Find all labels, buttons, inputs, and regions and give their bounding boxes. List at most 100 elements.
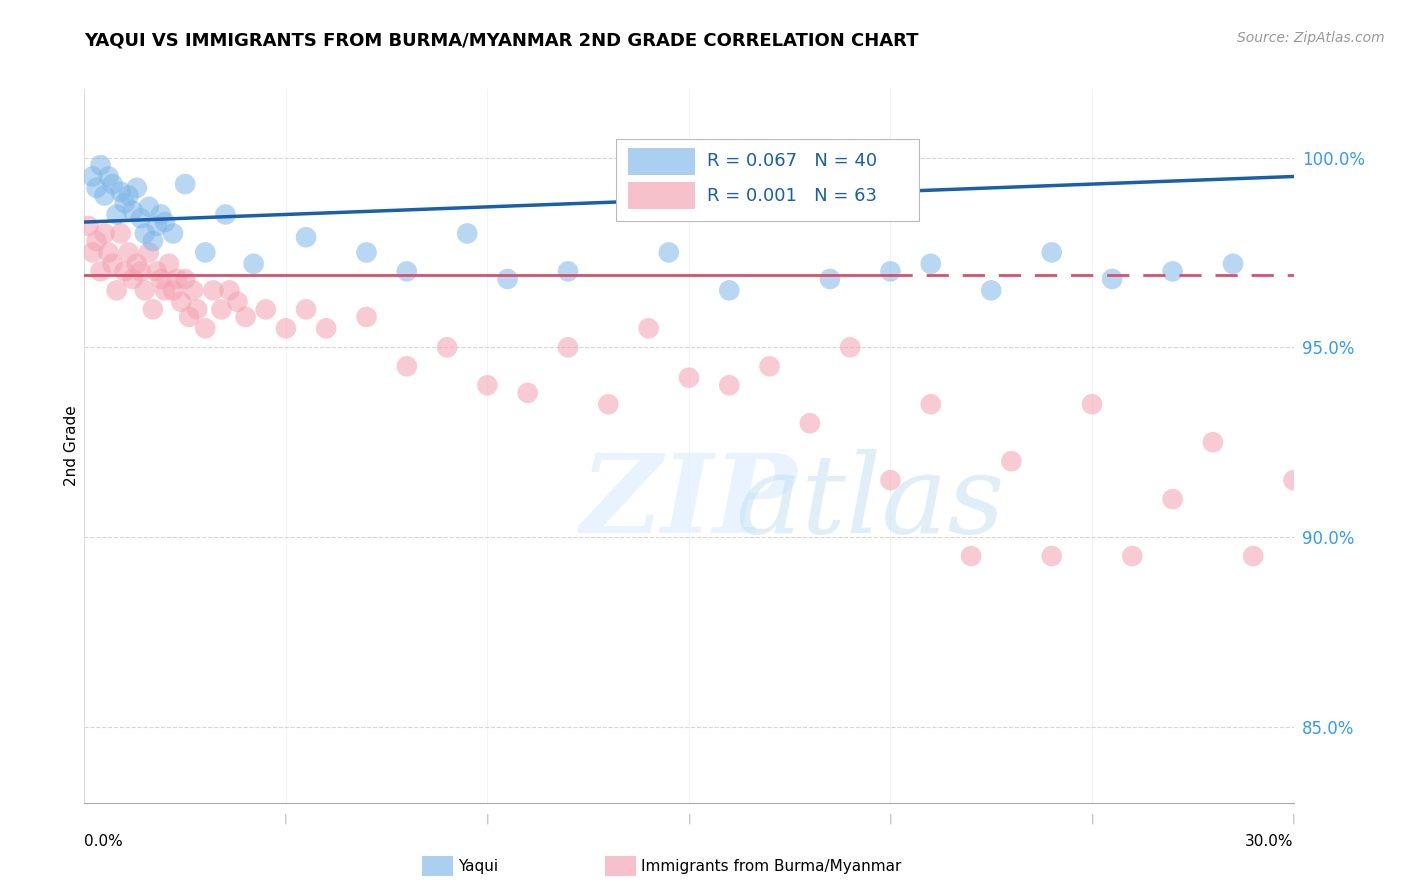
Point: [1040, 245, 1063, 260]
Point: [496, 272, 519, 286]
Text: Yaqui: Yaqui: [458, 859, 499, 873]
Point: [129, 211, 152, 226]
Text: 0.0%: 0.0%: [84, 834, 124, 849]
Point: [1121, 549, 1143, 563]
Point: [194, 245, 217, 260]
Point: [134, 284, 156, 298]
Point: [658, 245, 681, 260]
Point: [162, 227, 184, 241]
Point: [110, 227, 132, 241]
Point: [718, 284, 741, 298]
Point: [839, 340, 862, 354]
Point: [146, 219, 169, 233]
Point: [516, 385, 538, 400]
Point: [598, 397, 620, 411]
Point: [356, 310, 378, 324]
Point: [879, 473, 901, 487]
Point: [142, 234, 165, 248]
Point: [170, 294, 193, 309]
Point: [818, 272, 841, 286]
Point: [138, 245, 160, 260]
Point: [218, 284, 240, 298]
Point: [129, 264, 152, 278]
Point: [194, 321, 217, 335]
Text: R = 0.001   N = 63: R = 0.001 N = 63: [707, 186, 877, 204]
Text: YAQUI VS IMMIGRANTS FROM BURMA/MYANMAR 2ND GRADE CORRELATION CHART: YAQUI VS IMMIGRANTS FROM BURMA/MYANMAR 2…: [84, 31, 920, 49]
Point: [254, 302, 277, 317]
Point: [149, 272, 172, 286]
Point: [1241, 549, 1264, 563]
Point: [82, 245, 104, 260]
Text: R = 0.067   N = 40: R = 0.067 N = 40: [707, 153, 877, 170]
Point: [295, 302, 318, 317]
Point: [105, 207, 128, 221]
Point: [1282, 473, 1305, 487]
Point: [179, 310, 201, 324]
Y-axis label: 2nd Grade: 2nd Grade: [63, 406, 79, 486]
Point: [82, 169, 104, 184]
Point: [456, 227, 478, 241]
Point: [980, 284, 1002, 298]
Point: [89, 264, 111, 278]
Point: [105, 284, 128, 298]
Point: [118, 188, 141, 202]
Point: [637, 321, 659, 335]
Point: [1222, 257, 1244, 271]
Point: [101, 257, 124, 271]
Point: [97, 245, 120, 260]
Point: [226, 294, 249, 309]
Point: [153, 215, 176, 229]
Point: [1081, 397, 1104, 411]
Point: [209, 302, 232, 317]
Point: [153, 284, 176, 298]
Point: [960, 549, 983, 563]
Point: [1161, 264, 1184, 278]
Point: [718, 378, 741, 392]
Point: [436, 340, 458, 354]
Point: [1161, 492, 1184, 507]
Text: |: |: [889, 814, 893, 824]
Point: [86, 234, 108, 248]
Point: [125, 257, 148, 271]
Point: [235, 310, 257, 324]
Point: [920, 257, 942, 271]
Point: [242, 257, 264, 271]
Text: |: |: [1292, 814, 1295, 824]
Point: [93, 188, 115, 202]
Point: [1202, 435, 1225, 450]
Text: |: |: [485, 814, 489, 824]
FancyBboxPatch shape: [628, 148, 695, 175]
Point: [142, 302, 165, 317]
Point: [214, 207, 236, 221]
Text: Immigrants from Burma/Myanmar: Immigrants from Burma/Myanmar: [641, 859, 901, 873]
Point: [114, 264, 136, 278]
Point: [114, 196, 136, 211]
Point: [315, 321, 337, 335]
Point: [395, 264, 418, 278]
Text: |: |: [1090, 814, 1094, 824]
FancyBboxPatch shape: [616, 139, 918, 221]
FancyBboxPatch shape: [628, 182, 695, 209]
Point: [557, 264, 579, 278]
Point: [678, 370, 700, 384]
Point: [118, 245, 141, 260]
Point: [162, 284, 184, 298]
Point: [146, 264, 169, 278]
Point: [477, 378, 499, 392]
Text: |: |: [688, 814, 690, 824]
Point: [138, 200, 160, 214]
Point: [557, 340, 579, 354]
Text: atlas: atlas: [735, 450, 1005, 557]
Point: [395, 359, 418, 374]
Point: [134, 227, 156, 241]
Point: [879, 264, 901, 278]
Point: [174, 272, 197, 286]
Point: [93, 227, 115, 241]
Point: [1101, 272, 1123, 286]
Point: [125, 181, 148, 195]
Point: [121, 272, 143, 286]
Point: [274, 321, 297, 335]
Text: |: |: [284, 814, 288, 824]
Point: [121, 203, 143, 218]
Point: [186, 302, 208, 317]
